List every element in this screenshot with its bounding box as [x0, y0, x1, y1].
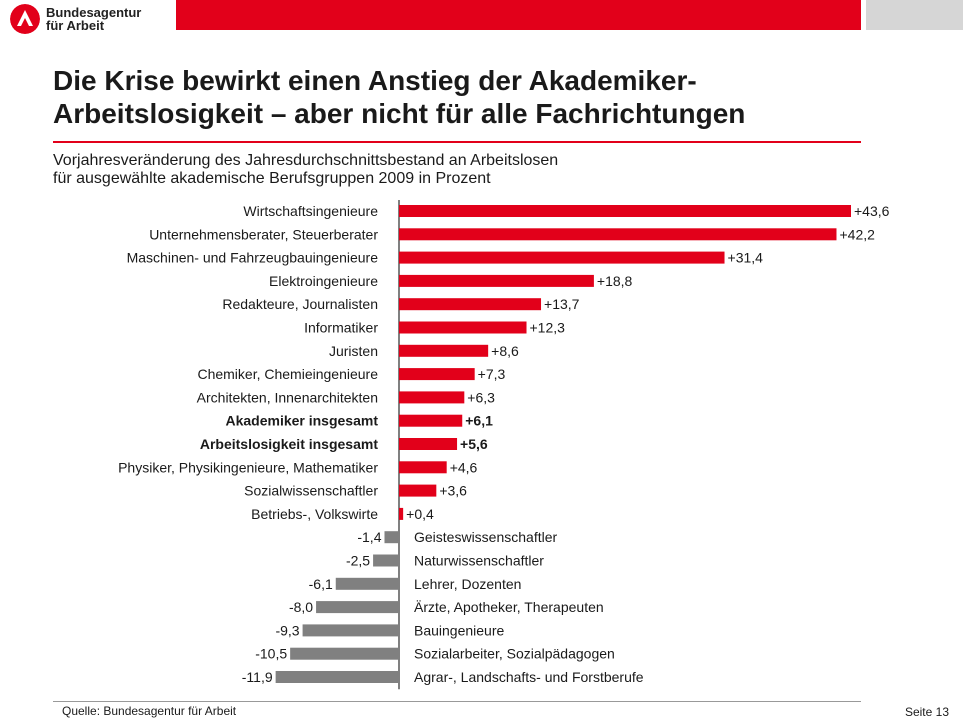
footer-source: Quelle: Bundesagentur für Arbeit: [62, 704, 237, 718]
bar-21: [275, 671, 399, 683]
value-label: +3,6: [439, 483, 467, 499]
subtitle-line-2: für ausgewählte akademische Berufsgruppe…: [53, 170, 491, 187]
bar-2: [399, 228, 837, 241]
bar-4: [399, 274, 594, 287]
value-label: +8,6: [491, 343, 519, 359]
subtitle-line-1: Vorjahresveränderung des Jahresdurchschn…: [53, 152, 559, 169]
category-label: Geisteswissenschaftler: [414, 529, 558, 545]
ba-logo-icon: [10, 4, 40, 34]
bar-18: [316, 601, 399, 614]
bar-7: [399, 344, 489, 357]
category-label: Sozialwissenschaftler: [244, 483, 378, 499]
value-label: -6,1: [309, 576, 333, 592]
bar-10: [399, 414, 463, 427]
category-label: Juristen: [329, 343, 378, 359]
value-label: +4,6: [450, 459, 478, 475]
page-title: Die Krise bewirkt einen Anstieg der Akad…: [53, 64, 853, 130]
bar-19: [302, 624, 399, 637]
bar-chart: Wirtschaftsingenieure +43,6 Unternehmensbe…: [118, 200, 890, 690]
title-line-2: Arbeitslosigkeit – aber nicht für alle F…: [53, 98, 746, 129]
header-red-band: [176, 0, 861, 30]
value-label: -10,5: [255, 646, 287, 662]
logo: Bundesagentur für Arbeit: [10, 4, 170, 34]
value-label: +42,2: [839, 226, 875, 242]
page-number: Seite 13: [904, 705, 949, 719]
title-line-1: Die Krise bewirkt einen Anstieg der Akad…: [53, 65, 697, 96]
value-label: -2,5: [346, 553, 370, 569]
bar-1: [399, 205, 851, 217]
category-label: Wirtschaftsingenieure: [243, 203, 378, 219]
category-label: Lehrer, Dozenten: [414, 576, 521, 592]
value-label: +43,6: [854, 203, 890, 219]
category-label: Redakteure, Journalisten: [222, 296, 378, 312]
logo-line-2: für Arbeit: [46, 18, 105, 33]
chart-subtitle: Vorjahresveränderung des Jahresdurchschn…: [53, 152, 853, 188]
bar-3: [399, 251, 725, 264]
value-label: +6,3: [467, 389, 495, 405]
bar-16: [373, 554, 399, 567]
bar-20: [290, 647, 399, 660]
footer-divider: [53, 701, 861, 702]
logo-text: Bundesagentur für Arbeit: [46, 6, 141, 32]
category-label: Maschinen- und Fahrzeugbauingenieure: [127, 250, 379, 266]
value-label: +0,4: [406, 506, 434, 522]
category-label: Chemiker, Chemieingenieure: [197, 366, 378, 382]
bar-9: [399, 391, 465, 404]
value-label: +18,8: [597, 273, 633, 289]
bar-5: [399, 298, 542, 311]
category-label: Physiker, Physikingenieure, Mathematiker: [118, 459, 378, 475]
category-label: Bauingenieure: [414, 622, 505, 638]
value-label: +13,7: [544, 296, 580, 312]
category-label: Akademiker insgesamt: [225, 413, 378, 429]
category-label: Naturwissenschaftler: [414, 553, 544, 569]
category-label: Agrar-, Landschafts- und Forstberufe: [414, 669, 644, 685]
category-label: Architekten, Innenarchitekten: [197, 389, 378, 405]
bar-12: [399, 461, 447, 474]
value-label: -1,4: [357, 529, 381, 545]
category-label: Ärzte, Apotheker, Therapeuten: [414, 599, 604, 615]
value-label: -11,9: [242, 669, 273, 685]
category-label: Elektroingenieure: [269, 273, 378, 289]
bar-17: [335, 577, 399, 590]
value-label: -8,0: [289, 599, 313, 615]
category-label: Sozialarbeiter, Sozialpädagogen: [414, 646, 615, 662]
bar-13: [399, 484, 437, 497]
value-label: +5,6: [460, 436, 488, 452]
logo-line-1: Bundesagentur: [46, 5, 142, 20]
value-label: +7,3: [478, 366, 506, 382]
bar-6: [399, 321, 527, 334]
value-label: +31,4: [728, 250, 764, 266]
value-label: -9,3: [275, 622, 299, 638]
bar-15: [384, 531, 399, 544]
bar-11: [399, 438, 458, 450]
category-label: Informatiker: [304, 320, 378, 336]
value-label: +6,1: [465, 413, 493, 429]
category-label: Unternehmensberater, Steuerberater: [149, 226, 378, 242]
value-label: +12,3: [530, 320, 566, 336]
bar-8: [399, 368, 475, 381]
bar-14: [399, 507, 404, 520]
category-label: Betriebs-, Volkswirte: [251, 506, 378, 522]
header-grey-band: [866, 0, 963, 30]
title-underline: [53, 141, 861, 143]
category-label: Arbeitslosigkeit insgesamt: [200, 436, 379, 452]
